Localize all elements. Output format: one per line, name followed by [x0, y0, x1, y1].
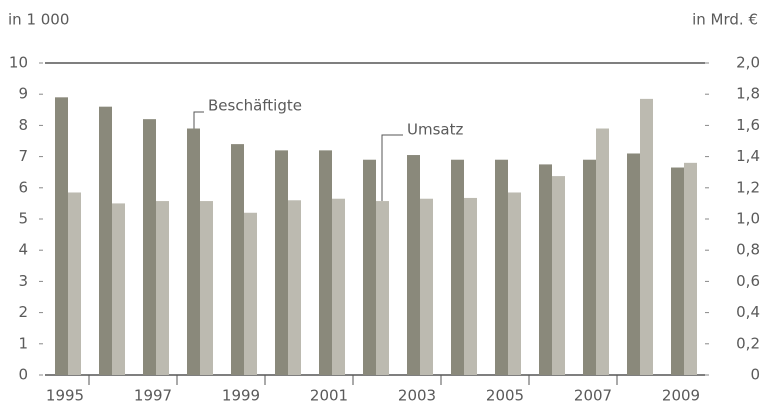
bar — [627, 153, 640, 375]
bar — [200, 201, 213, 375]
bar — [231, 144, 244, 375]
x-tick-label: 2007 — [574, 387, 612, 405]
bar — [319, 150, 332, 375]
bar — [68, 192, 81, 375]
y-tick-label: 5 — [18, 210, 28, 228]
bar — [684, 162, 697, 375]
y-tick-label: 10 — [9, 54, 28, 72]
x-tick-label: 2001 — [310, 387, 348, 405]
series-label: Beschäftigte — [208, 97, 302, 115]
x-tick-label: 2005 — [486, 387, 524, 405]
y-tick-label: 1 — [18, 334, 28, 352]
y-tick-label: 3 — [18, 272, 28, 290]
y2-tick-label: 1,4 — [736, 147, 760, 165]
x-tick-label: 1999 — [222, 387, 260, 405]
y-tick-label: 0 — [18, 366, 28, 384]
y2-tick-label: 1,8 — [736, 85, 760, 103]
y2-tick-label: 1,2 — [736, 178, 760, 196]
y2-tick-label: 2,0 — [736, 54, 760, 72]
bar — [539, 164, 552, 375]
bar — [156, 201, 169, 375]
y-axis-label: in 1 000 — [8, 11, 69, 29]
bar — [583, 159, 596, 375]
x-tick-label: 1997 — [134, 387, 172, 405]
bar — [420, 198, 433, 375]
x-tick-label: 2009 — [662, 387, 700, 405]
y2-tick-label: 0,6 — [736, 272, 760, 290]
bar — [332, 198, 345, 375]
bar — [495, 159, 508, 375]
y-tick-label: 8 — [18, 116, 28, 134]
bar — [275, 150, 288, 375]
bar — [112, 203, 125, 375]
bar — [288, 200, 301, 375]
y2-tick-label: 0,2 — [736, 334, 760, 352]
bar — [451, 159, 464, 375]
y-tick-label: 6 — [18, 178, 28, 196]
y-tick-label: 9 — [18, 85, 28, 103]
bar — [143, 119, 156, 375]
bar — [99, 106, 112, 376]
x-tick-label: 1995 — [46, 387, 84, 405]
bar — [640, 98, 653, 375]
series-label: Umsatz — [407, 121, 463, 139]
y2-axis-label: in Mrd. € — [692, 11, 758, 29]
leader-line — [193, 111, 204, 129]
y-tick-label: 4 — [18, 241, 28, 259]
y2-tick-label: 0,4 — [736, 303, 760, 321]
bar — [407, 155, 420, 375]
bar — [244, 212, 257, 375]
bar — [671, 167, 684, 375]
bar — [508, 192, 521, 375]
x-tick-label: 2003 — [398, 387, 436, 405]
bar — [55, 97, 68, 375]
leader-line — [381, 134, 403, 202]
y-tick-label: 2 — [18, 303, 28, 321]
bar — [187, 128, 200, 375]
y2-tick-label: 1,6 — [736, 116, 760, 134]
bar — [552, 176, 565, 375]
bar — [363, 159, 376, 375]
y2-tick-label: 0,8 — [736, 241, 760, 259]
bar — [464, 197, 477, 375]
bar — [596, 128, 609, 375]
bar — [376, 201, 389, 375]
y2-tick-label: 1,0 — [736, 210, 760, 228]
y2-tick-label: 0 — [750, 366, 760, 384]
y-tick-label: 7 — [18, 147, 28, 165]
